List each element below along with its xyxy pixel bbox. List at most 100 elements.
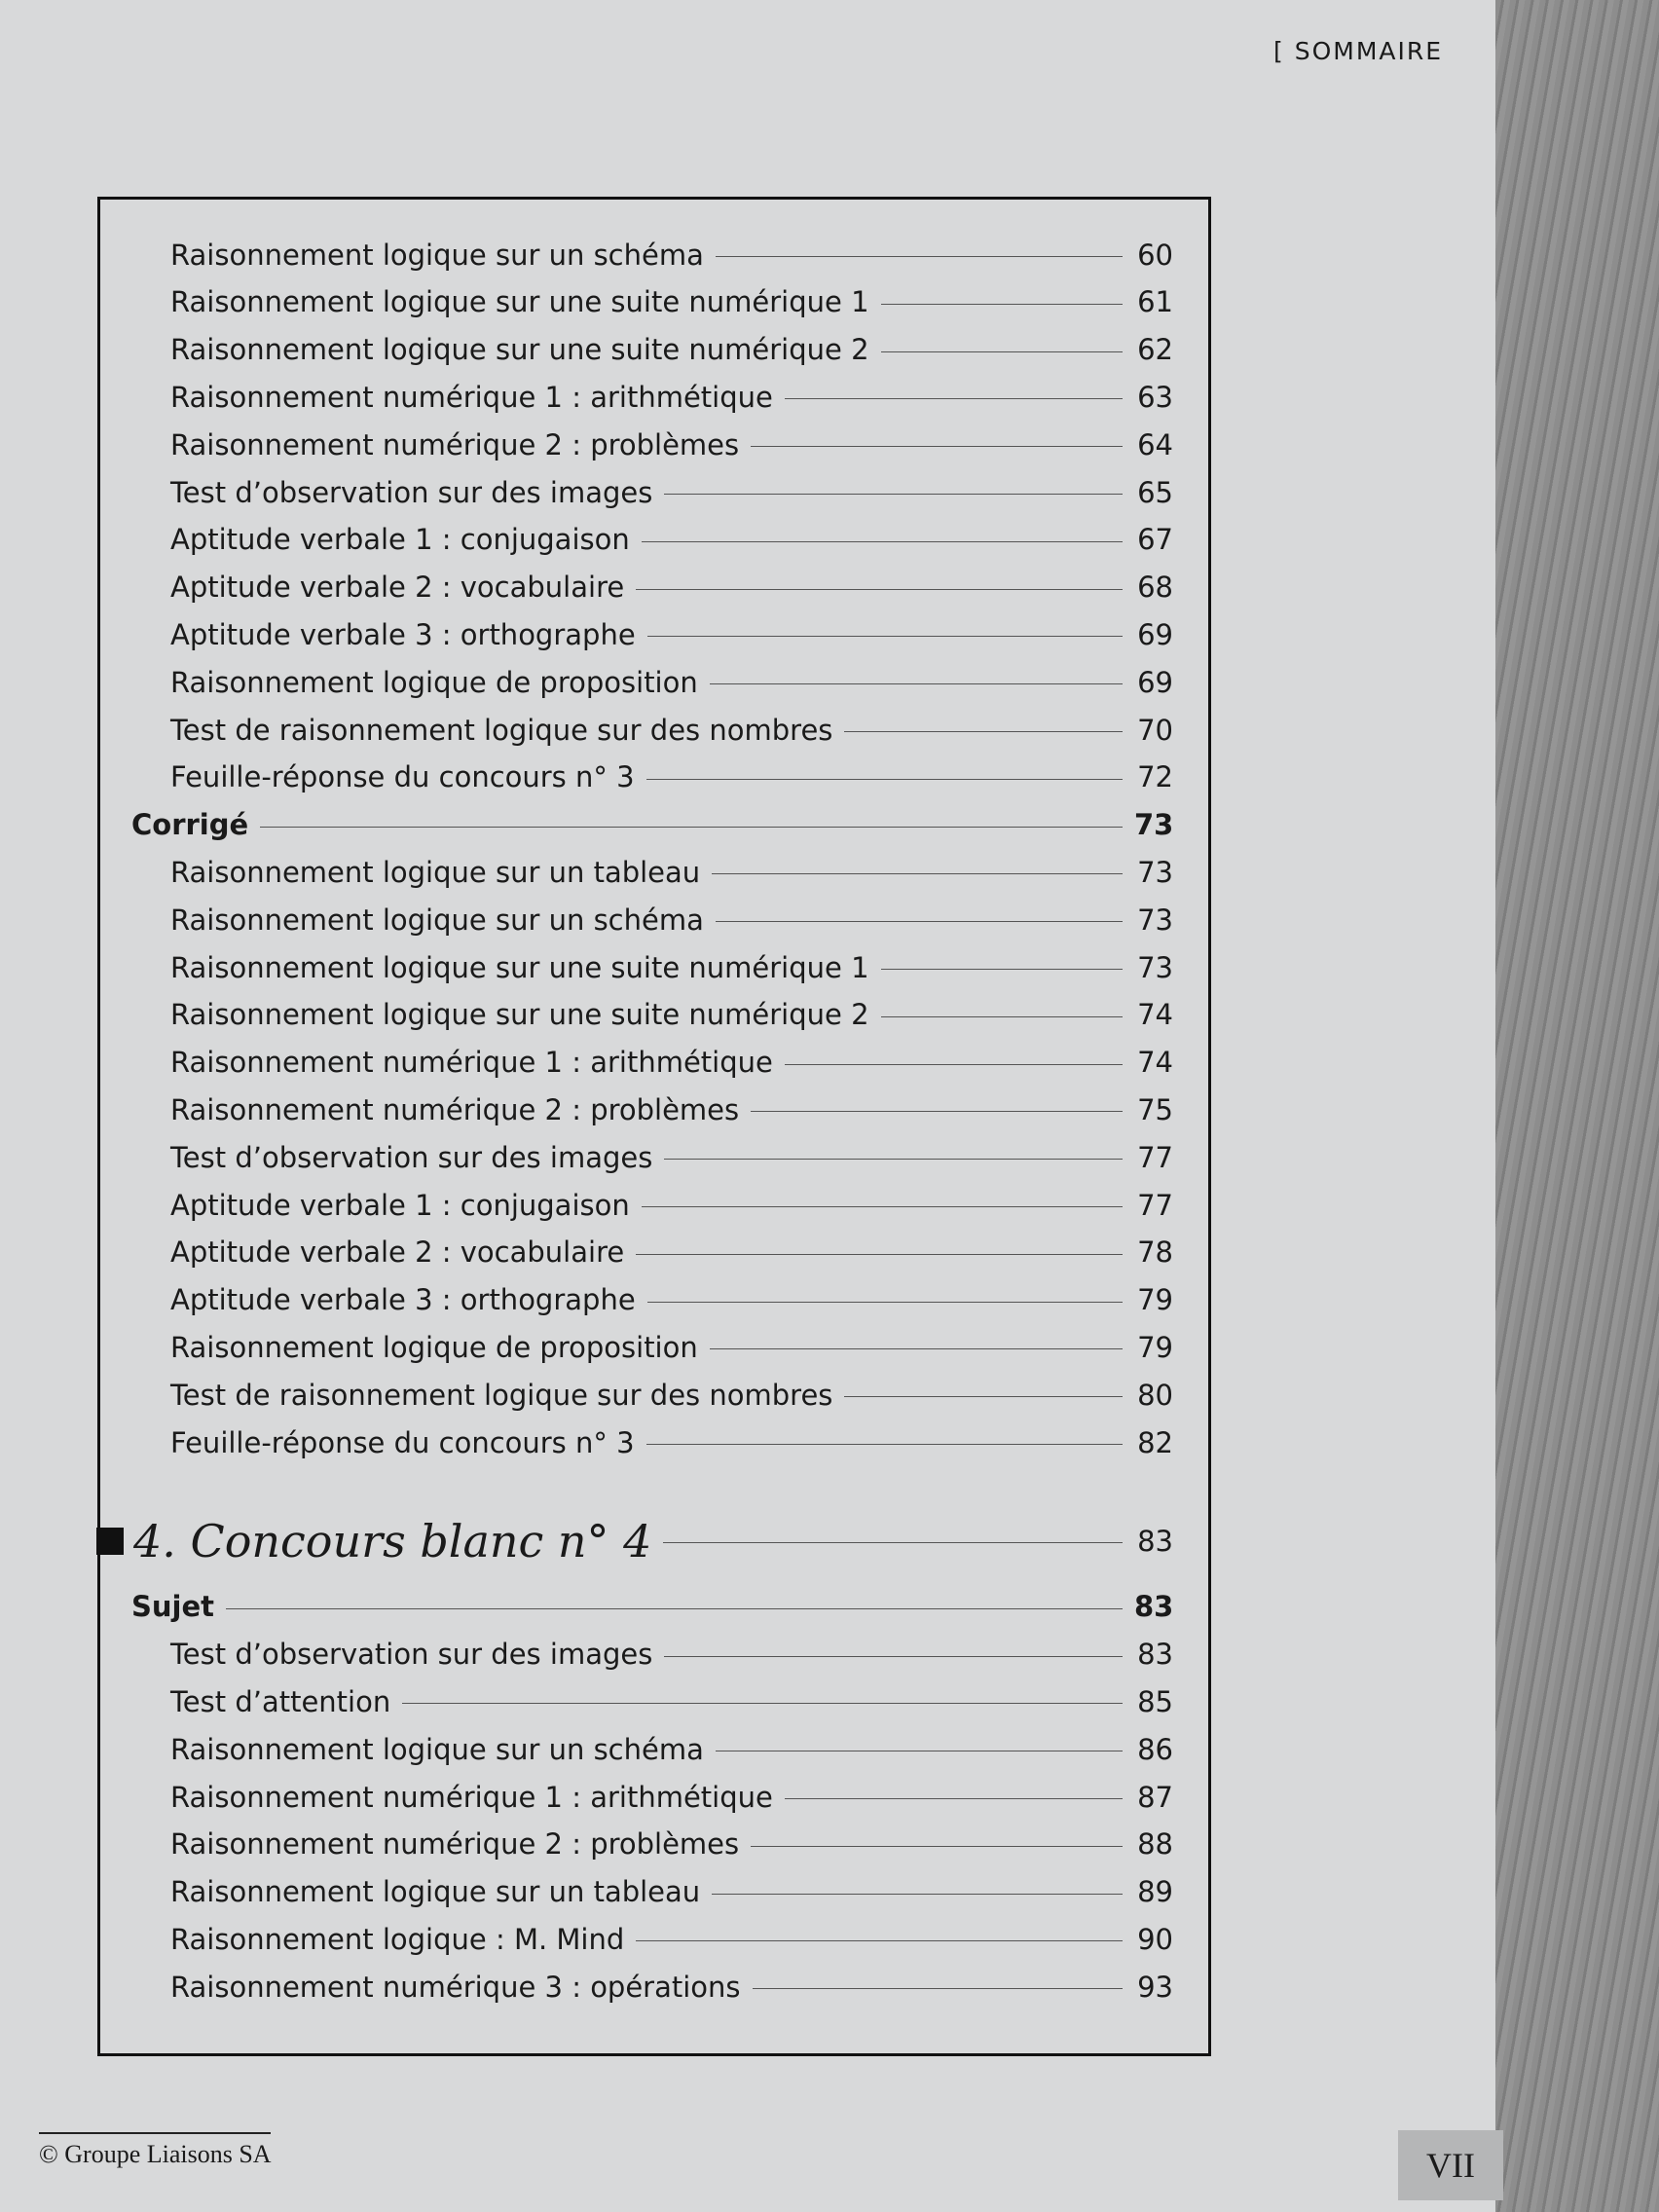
leader: [664, 1655, 1123, 1657]
toc-entry-page: 77: [1137, 1188, 1173, 1222]
toc-entry: Test d’observation sur des images 77: [100, 1133, 1208, 1181]
leader: [663, 1542, 1123, 1544]
toc-entry-page: 72: [1137, 760, 1173, 794]
toc-entry: Aptitude verbale 2 : vocabulaire 78: [100, 1229, 1208, 1276]
toc-entry-label: Raisonnement logique de proposition: [170, 1330, 698, 1364]
leader: [645, 778, 1123, 780]
toc-entry-page: 73: [1137, 950, 1173, 984]
toc-entry-page: 74: [1137, 1046, 1173, 1080]
chapter-heading-label: 4. Concours blanc n° 4: [133, 1514, 652, 1567]
toc-entry-label: Aptitude verbale 1 : conjugaison: [170, 1188, 630, 1222]
toc-entry-label: Raisonnement logique sur une suite numér…: [170, 950, 869, 984]
toc-entry-label: Raisonnement logique sur un schéma: [170, 1732, 704, 1766]
toc-entry: Aptitude verbale 3 : orthographe 69: [100, 610, 1208, 658]
toc-entry: Raisonnement logique de proposition 79: [100, 1323, 1208, 1371]
toc-entry-page: 77: [1137, 1140, 1173, 1174]
toc-entry: Raisonnement logique sur une suite numér…: [100, 326, 1208, 374]
leader: [402, 1703, 1123, 1705]
toc-entry-label: Test d’observation sur des images: [170, 1638, 653, 1672]
toc-entry-page: 79: [1137, 1330, 1173, 1364]
section-heading: Corrigé 73: [100, 801, 1208, 849]
chapter-heading-page: 83: [1137, 1524, 1173, 1558]
toc-entry: Raisonnement logique de proposition 69: [100, 658, 1208, 706]
toc-entry-page: 61: [1137, 285, 1173, 319]
toc-entry: Aptitude verbale 3 : orthographe 79: [100, 1276, 1208, 1324]
toc-entry: Raisonnement numérique 3 : opérations 93: [100, 1963, 1208, 2010]
leader: [844, 1396, 1123, 1398]
leader: [636, 1940, 1123, 1942]
toc-entry-page: 74: [1137, 998, 1173, 1032]
leader: [880, 969, 1123, 970]
toc-entry-page: 75: [1137, 1092, 1173, 1126]
chapter-heading: 4. Concours blanc n° 4 83: [96, 1507, 1208, 1575]
toc-entry: Test d’attention 85: [100, 1677, 1208, 1725]
toc-entry: Feuille-réponse du concours n° 3 82: [100, 1419, 1208, 1466]
toc-entry-page: 79: [1137, 1283, 1173, 1317]
toc-entry-label: Raisonnement logique sur un schéma: [170, 903, 704, 937]
toc-entry-label: Aptitude verbale 2 : vocabulaire: [170, 571, 625, 605]
leader: [636, 588, 1123, 590]
toc-entry-page: 63: [1137, 380, 1173, 414]
toc-entry: Raisonnement numérique 2 : problèmes 75: [100, 1086, 1208, 1133]
toc-entry-page: 93: [1137, 1970, 1173, 2004]
toc-entry-label: Feuille-réponse du concours n° 3: [170, 760, 635, 794]
toc-entry: Raisonnement logique sur une suite numér…: [100, 943, 1208, 991]
toc-entry-page: 88: [1137, 1827, 1173, 1862]
book-edge: [1495, 0, 1659, 2212]
toc-entry-page: 80: [1137, 1378, 1173, 1412]
toc-entry-page: 70: [1137, 713, 1173, 747]
toc-entry-page: 62: [1137, 333, 1173, 367]
toc-entry-page: 78: [1137, 1235, 1173, 1270]
leader: [784, 1063, 1123, 1065]
toc-entry-label: Test de raisonnement logique sur des nom…: [170, 713, 833, 747]
page-number: VII: [1398, 2130, 1503, 2200]
leader: [880, 303, 1123, 305]
toc-entry-page: 89: [1137, 1875, 1173, 1909]
leader: [712, 873, 1123, 875]
copyright: © Groupe Liaisons SA: [39, 2140, 272, 2168]
leader: [784, 1798, 1123, 1799]
toc-entry: Aptitude verbale 2 : vocabulaire 68: [100, 564, 1208, 611]
leader: [709, 683, 1123, 685]
leader: [641, 540, 1123, 542]
toc-entry-label: Raisonnement logique sur un tableau: [170, 855, 701, 889]
toc-entry-label: Test d’observation sur des images: [170, 475, 653, 509]
toc-entry-page: 85: [1137, 1684, 1173, 1718]
toc-entry: Feuille-réponse du concours n° 3 72: [100, 754, 1208, 801]
toc-entry-label: Raisonnement numérique 3 : opérations: [170, 1970, 741, 2004]
toc-entry-label: Raisonnement logique : M. Mind: [170, 1922, 625, 1956]
toc-entry-label: Raisonnement logique sur une suite numér…: [170, 998, 869, 1032]
toc-entry: Raisonnement logique sur un schéma 60: [100, 231, 1208, 278]
toc-entry-label: Aptitude verbale 3 : orthographe: [170, 1283, 636, 1317]
toc-entry: Raisonnement numérique 1 : arithmétique 8…: [100, 1773, 1208, 1821]
toc-entry: Test de raisonnement logique sur des nom…: [100, 706, 1208, 754]
toc-entry-page: 69: [1137, 617, 1173, 651]
toc-entry-label: Aptitude verbale 2 : vocabulaire: [170, 1235, 625, 1270]
toc-entry: Raisonnement numérique 2 : problèmes 64: [100, 421, 1208, 468]
toc-entry-label: Aptitude verbale 3 : orthographe: [170, 617, 636, 651]
toc-entry-page: 73: [1137, 903, 1173, 937]
toc-entry-label: Raisonnement logique sur un tableau: [170, 1875, 701, 1909]
toc-box: Raisonnement logique sur un schéma 60 Rais…: [96, 197, 1211, 2056]
toc-entry-label: Raisonnement numérique 2 : problèmes: [170, 1092, 740, 1126]
leader: [751, 446, 1123, 448]
toc-entry: Raisonnement logique sur un schéma 86: [100, 1725, 1208, 1773]
leader: [646, 1301, 1123, 1303]
leader: [751, 1111, 1123, 1113]
toc-entry-label: Raisonnement numérique 2 : problèmes: [170, 1827, 740, 1862]
section-heading-page: 73: [1134, 808, 1174, 842]
toc-entry-page: 87: [1137, 1780, 1173, 1814]
toc-entry: Raisonnement logique : M. Mind 90: [100, 1915, 1208, 1963]
toc-entry: Raisonnement numérique 1 : arithmétique 6…: [100, 373, 1208, 421]
leader: [715, 256, 1123, 257]
toc-entry-label: Raisonnement logique sur une suite numér…: [170, 285, 869, 319]
toc-entry-page: 65: [1137, 475, 1173, 509]
toc-entry-label: Raisonnement numérique 1 : arithmétique: [170, 1046, 773, 1080]
leader: [712, 1893, 1123, 1895]
leader: [709, 1348, 1123, 1350]
section-heading: Sujet 83: [100, 1583, 1208, 1631]
running-header: [ SOMMAIRE: [1273, 37, 1444, 65]
toc-entry-label: Test de raisonnement logique sur des nom…: [170, 1378, 833, 1412]
toc-entry-page: 73: [1137, 855, 1173, 889]
